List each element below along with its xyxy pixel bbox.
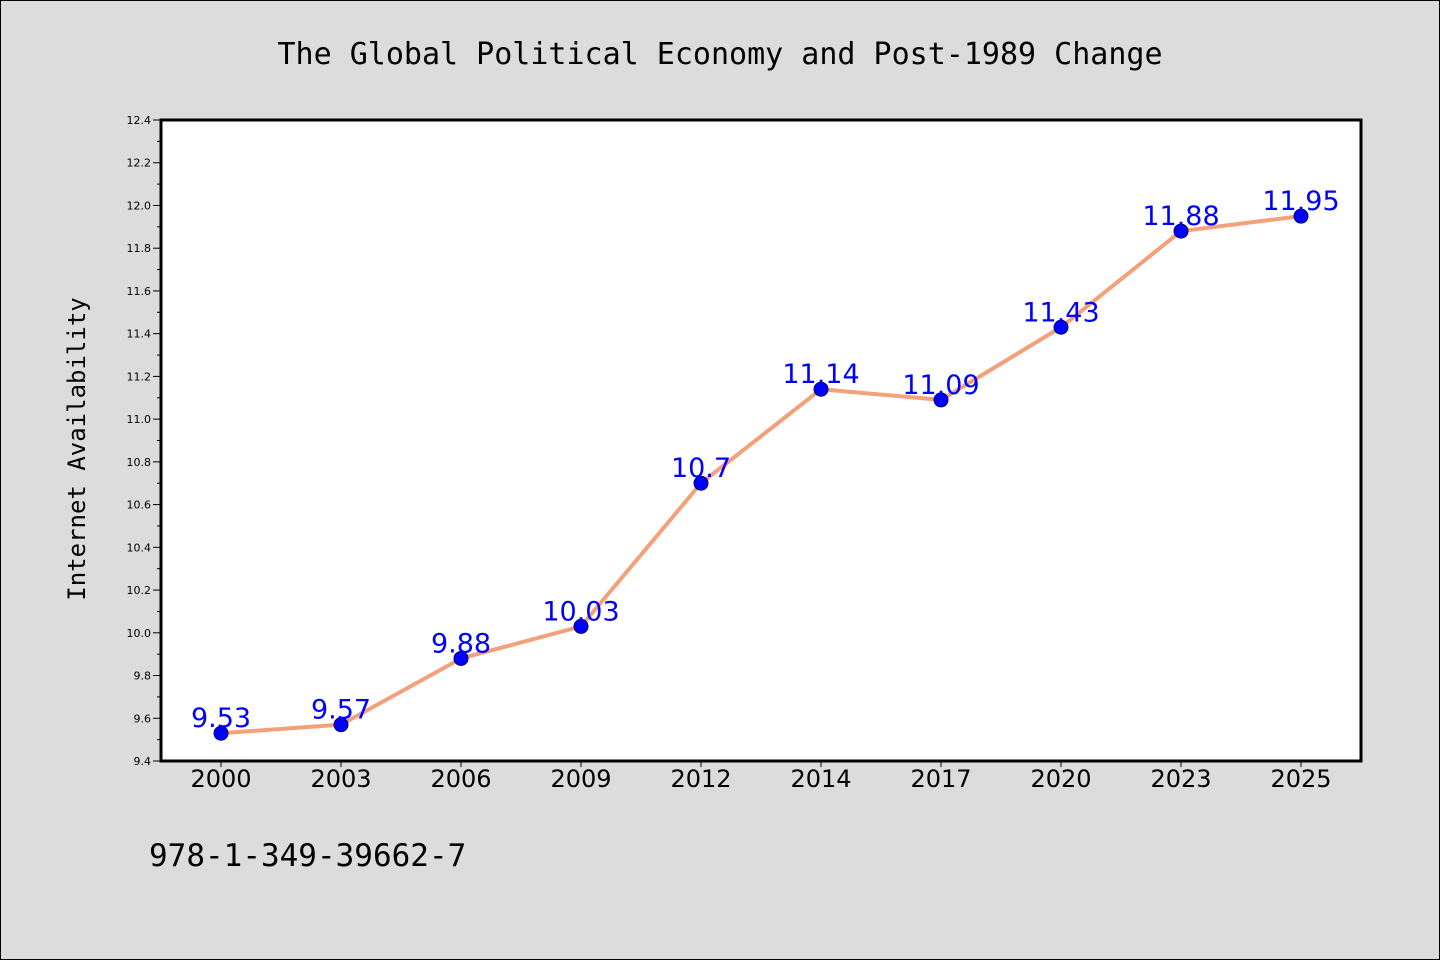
data-label: 11.14 — [782, 359, 859, 390]
data-point-marker — [333, 717, 349, 733]
data-label: 9.53 — [191, 703, 251, 734]
data-point-marker — [693, 475, 709, 491]
data-point-marker — [1053, 319, 1069, 335]
data-label: 11.43 — [1022, 297, 1099, 328]
y-axis-ticks: 9.4 9.6 9.8 10.0 10.2 10.4 10.6 10.8 11.0 11.2 11.… — [127, 114, 161, 768]
data-point-marker — [813, 381, 829, 397]
y-tick-label: 9.8 — [134, 670, 152, 683]
y-tick-label: 12.4 — [127, 114, 152, 127]
y-axis-label: Internet Availability — [63, 297, 91, 600]
y-tick-label: 11.0 — [127, 413, 152, 426]
data-point-marker — [573, 618, 589, 634]
data-label: 11.09 — [902, 370, 979, 401]
x-tick-label: 2014 — [790, 765, 851, 793]
y-tick-label: 11.4 — [127, 328, 152, 341]
y-tick-label: 12.2 — [127, 157, 152, 170]
data-point-marker — [213, 725, 229, 741]
plot-border — [159, 118, 1363, 763]
y-tick-label: 9.6 — [134, 712, 152, 725]
series-line-group — [219, 214, 1303, 736]
series-line — [219, 214, 1303, 736]
data-labels: 9.53 9.57 9.88 10.03 10.7 11.14 11.09 11.43 11.8… — [191, 186, 1340, 734]
data-label: 11.88 — [1142, 201, 1219, 232]
data-point-marker — [453, 650, 469, 666]
x-tick-label: 2023 — [1150, 765, 1211, 793]
x-axis-ticks: 2000 2003 2006 2009 2012 2014 2017 2020 2023 2025 — [190, 761, 1332, 793]
data-label: 9.57 — [311, 695, 371, 726]
y-tick-label: 11.2 — [127, 370, 152, 383]
data-label: 9.88 — [431, 628, 491, 659]
y-tick-label: 11.8 — [127, 242, 152, 255]
data-label: 10.7 — [671, 453, 731, 484]
data-label: 10.03 — [542, 596, 619, 627]
data-point-marker — [933, 392, 949, 408]
y-tick-label: 10.0 — [127, 627, 152, 640]
x-tick-label: 2000 — [190, 765, 251, 793]
x-tick-label: 2003 — [310, 765, 371, 793]
y-tick-label: 11.6 — [127, 285, 152, 298]
x-tick-label: 2017 — [910, 765, 971, 793]
y-tick-label: 9.4 — [134, 755, 152, 768]
data-markers — [213, 208, 1309, 741]
data-point-marker — [1173, 223, 1189, 239]
chart-title: The Global Political Economy and Post-19… — [277, 37, 1162, 72]
y-tick-label: 12.0 — [127, 199, 152, 212]
y-tick-label: 10.8 — [127, 456, 152, 469]
y-tick-label: 10.4 — [127, 541, 152, 554]
x-tick-label: 2020 — [1030, 765, 1091, 793]
x-tick-label: 2009 — [550, 765, 611, 793]
data-label: 11.95 — [1262, 186, 1339, 217]
plot-area — [161, 120, 1361, 761]
y-tick-label: 10.6 — [127, 499, 152, 512]
x-tick-label: 2006 — [430, 765, 491, 793]
isbn-footer: 978-1-349-39662-7 — [149, 838, 466, 874]
y-tick-label: 10.2 — [127, 584, 152, 597]
x-tick-label: 2012 — [670, 765, 731, 793]
x-tick-label: 2025 — [1270, 765, 1331, 793]
data-point-marker — [1293, 208, 1309, 224]
